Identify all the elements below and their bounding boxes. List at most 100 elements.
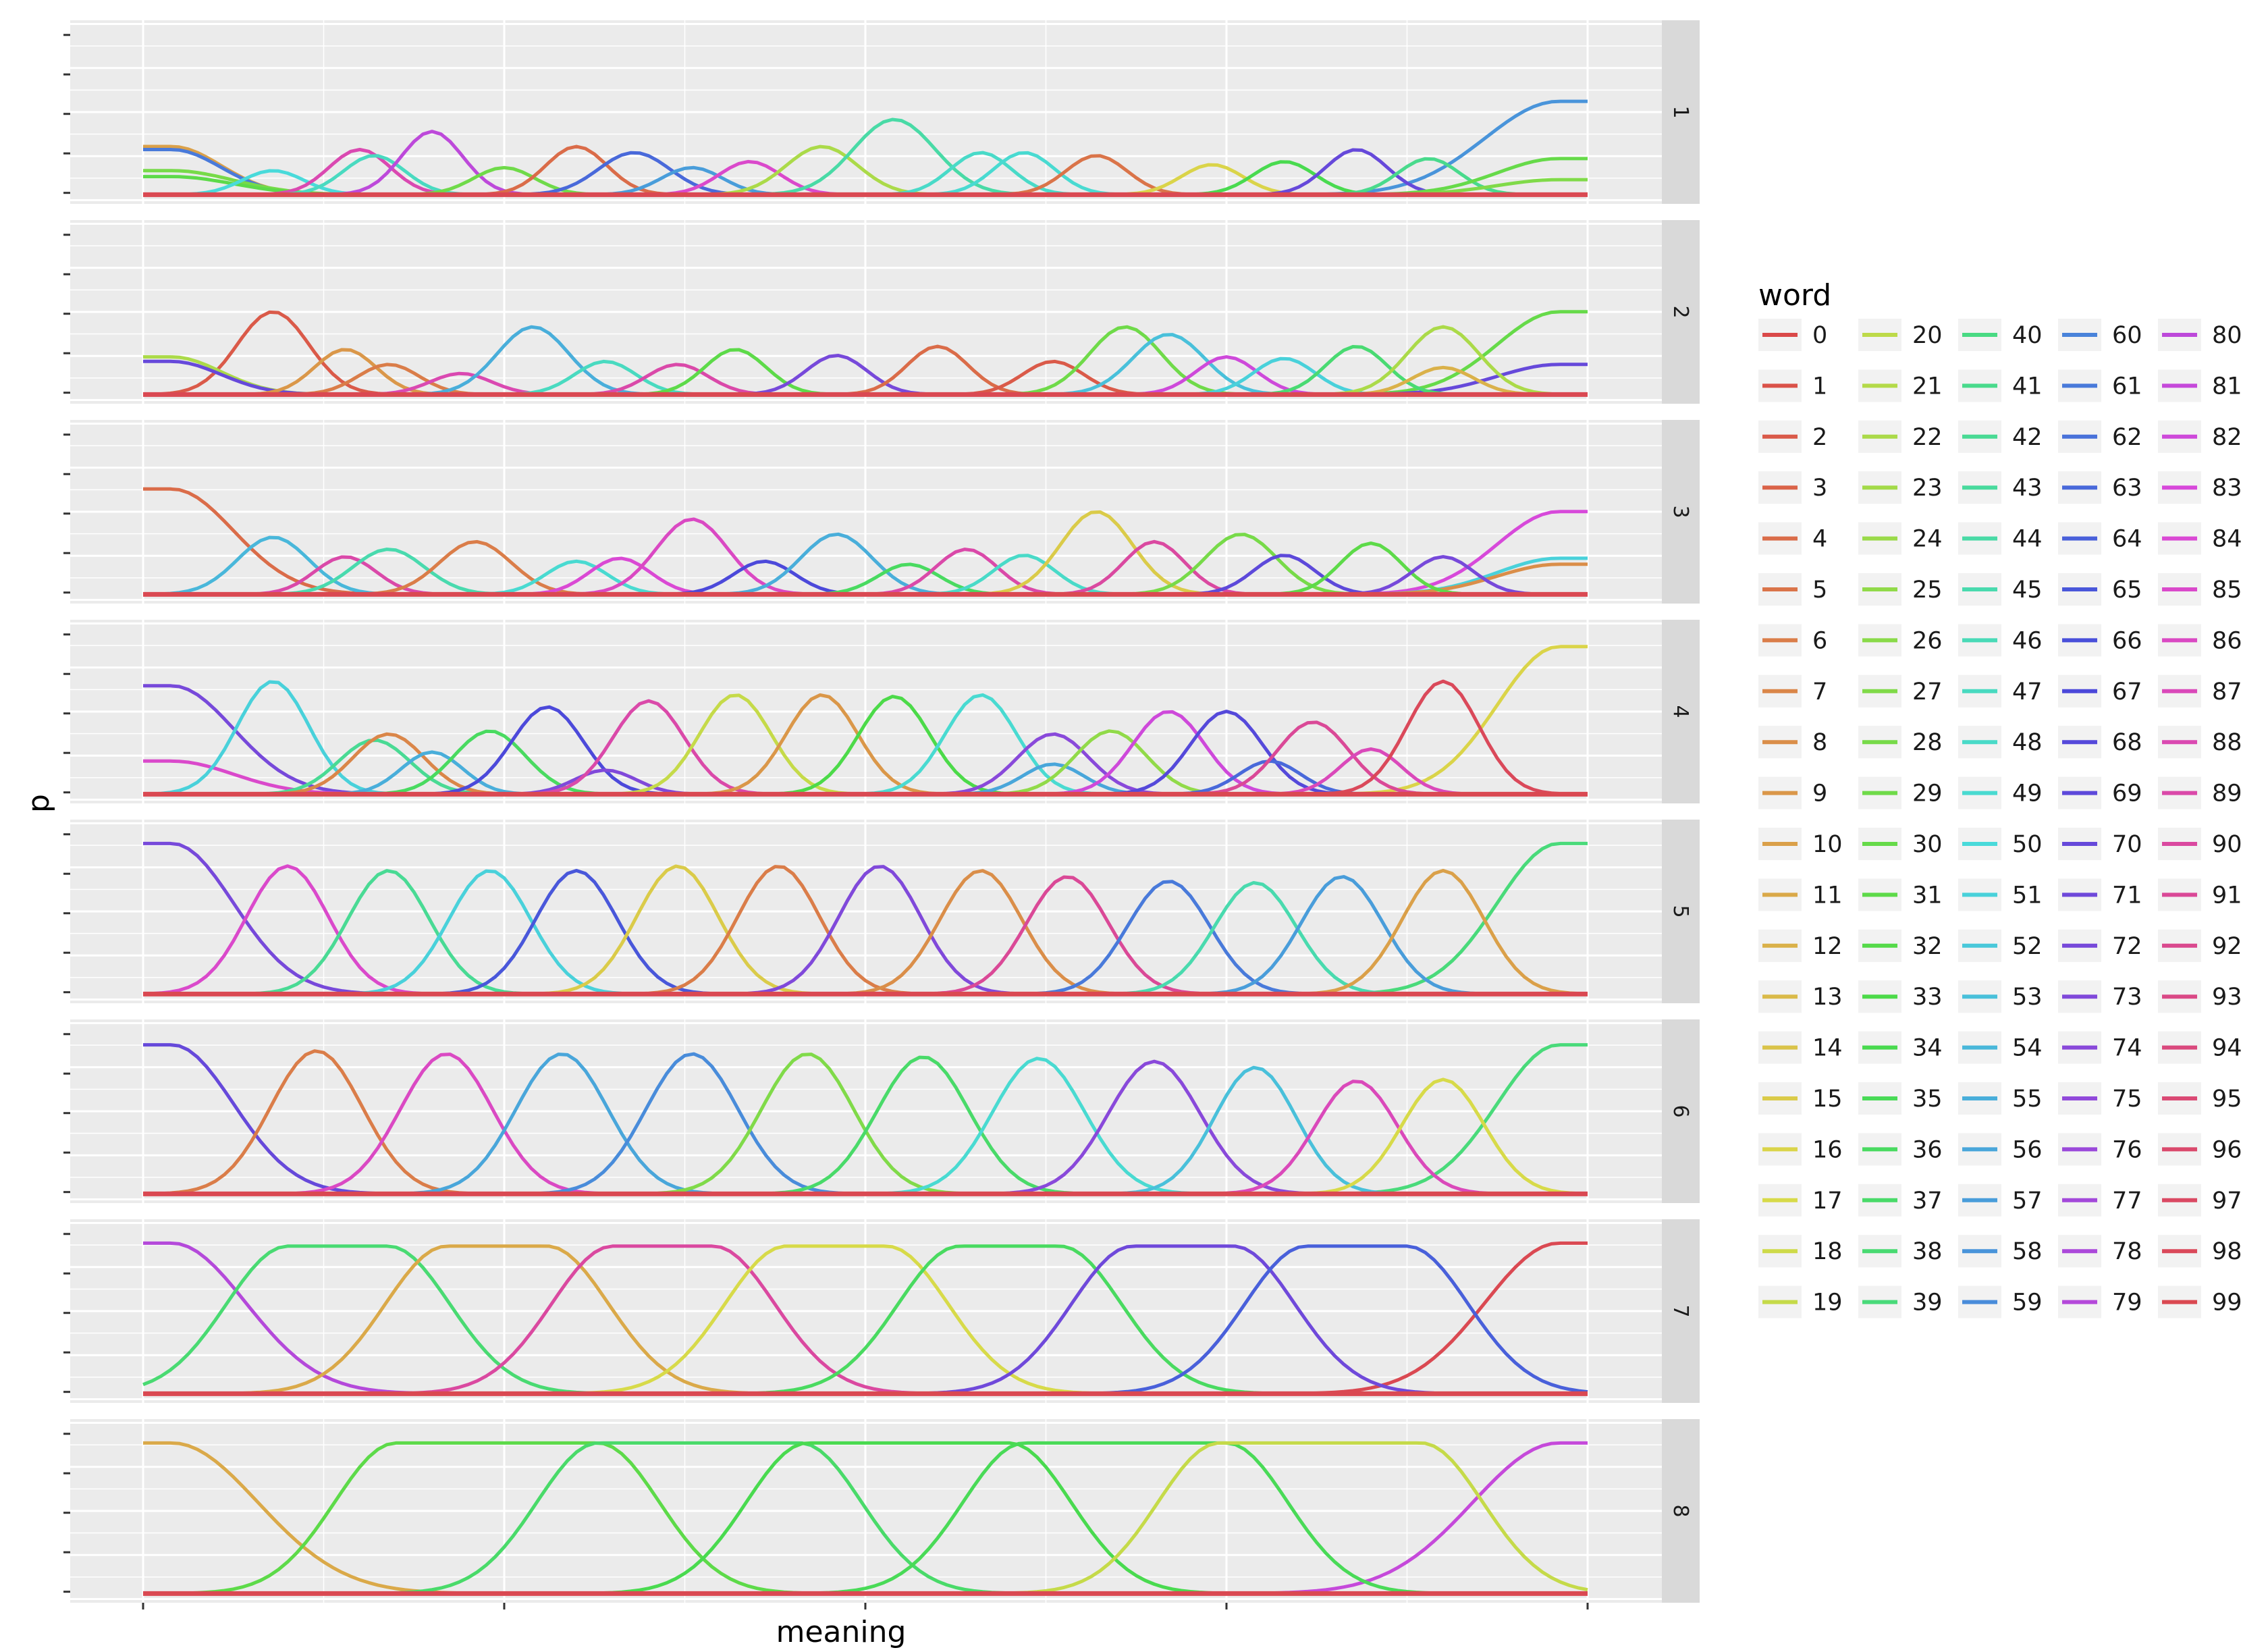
legend-label: 22 bbox=[1912, 424, 1943, 451]
legend-label: 52 bbox=[2012, 933, 2043, 960]
facet-strip bbox=[1662, 1019, 1700, 1203]
legend-label: 62 bbox=[2112, 424, 2142, 451]
legend-label: 66 bbox=[2112, 627, 2142, 654]
legend-label: 55 bbox=[2012, 1086, 2043, 1113]
legend-label: 78 bbox=[2112, 1238, 2142, 1265]
facet-panel-1: 1 bbox=[63, 20, 1700, 204]
legend-label: 13 bbox=[1812, 984, 1843, 1011]
legend-label: 56 bbox=[2012, 1136, 2043, 1163]
facet-strip-label: 1 bbox=[1669, 105, 1692, 118]
legend-label: 41 bbox=[2012, 373, 2043, 400]
legend-label: 0 bbox=[1812, 322, 1827, 349]
legend-label: 23 bbox=[1912, 475, 1943, 502]
legend-label: 31 bbox=[1912, 882, 1943, 909]
legend-label: 86 bbox=[2212, 627, 2242, 654]
legend-label: 47 bbox=[2012, 678, 2043, 706]
facet-strip bbox=[1662, 20, 1700, 204]
legend-label: 81 bbox=[2212, 373, 2242, 400]
legend-label: 21 bbox=[1912, 373, 1943, 400]
facet-panel-3: 3 bbox=[63, 420, 1700, 604]
legend-label: 57 bbox=[2012, 1188, 2043, 1215]
legend-label: 70 bbox=[2112, 831, 2142, 858]
legend-label: 77 bbox=[2112, 1188, 2142, 1215]
legend-label: 24 bbox=[1912, 526, 1943, 553]
legend-label: 90 bbox=[2212, 831, 2242, 858]
legend-label: 44 bbox=[2012, 526, 2043, 553]
legend-label: 85 bbox=[2212, 577, 2242, 604]
legend-label: 10 bbox=[1812, 831, 1843, 858]
legend-label: 91 bbox=[2212, 882, 2242, 909]
legend-label: 20 bbox=[1912, 322, 1943, 349]
legend-label: 64 bbox=[2112, 526, 2142, 553]
facet-strip bbox=[1662, 1219, 1700, 1403]
facet-strip-label: 3 bbox=[1669, 505, 1692, 518]
legend-label: 19 bbox=[1812, 1289, 1843, 1316]
legend-label: 88 bbox=[2212, 729, 2242, 756]
legend-label: 35 bbox=[1912, 1086, 1943, 1113]
legend-label: 30 bbox=[1912, 831, 1943, 858]
legend-label: 6 bbox=[1812, 627, 1827, 654]
legend-label: 71 bbox=[2112, 882, 2142, 909]
facet-panel-2: 2 bbox=[63, 220, 1700, 404]
facet-panel-6: 6 bbox=[63, 1019, 1700, 1203]
legend: word 01234567891011121314151617181920212… bbox=[1758, 278, 2242, 1319]
legend-label: 50 bbox=[2012, 831, 2043, 858]
legend-label: 63 bbox=[2112, 475, 2142, 502]
facet-panel-7: 7 bbox=[63, 1219, 1700, 1403]
legend-label: 42 bbox=[2012, 424, 2043, 451]
legend-label: 36 bbox=[1912, 1136, 1943, 1163]
legend-label: 45 bbox=[2012, 577, 2043, 604]
legend-label: 82 bbox=[2212, 424, 2242, 451]
legend-label: 2 bbox=[1812, 424, 1827, 451]
facet-strip-label: 8 bbox=[1669, 1504, 1692, 1517]
facet-panels: 1 2 3 4 5 6 7 8 bbox=[63, 20, 1700, 1603]
legend-label: 67 bbox=[2112, 678, 2142, 706]
legend-label: 11 bbox=[1812, 882, 1843, 909]
legend-label: 93 bbox=[2212, 984, 2242, 1011]
legend-label: 8 bbox=[1812, 729, 1827, 756]
legend-label: 16 bbox=[1812, 1136, 1843, 1163]
legend-label: 7 bbox=[1812, 678, 1827, 706]
legend-label: 58 bbox=[2012, 1238, 2043, 1265]
legend-label: 96 bbox=[2212, 1136, 2242, 1163]
legend-label: 3 bbox=[1812, 475, 1827, 502]
facet-strip bbox=[1662, 620, 1700, 803]
legend-label: 25 bbox=[1912, 577, 1943, 604]
legend-label: 9 bbox=[1812, 780, 1827, 807]
legend-label: 69 bbox=[2112, 780, 2142, 807]
facet-strip bbox=[1662, 1419, 1700, 1603]
legend-label: 17 bbox=[1812, 1188, 1843, 1215]
legend-label: 92 bbox=[2212, 933, 2242, 960]
legend-label: 51 bbox=[2012, 882, 2043, 909]
legend-label: 87 bbox=[2212, 678, 2242, 706]
legend-label: 40 bbox=[2012, 322, 2043, 349]
legend-label: 95 bbox=[2212, 1086, 2242, 1113]
legend-label: 37 bbox=[1912, 1188, 1943, 1215]
facet-strip-label: 6 bbox=[1669, 1105, 1692, 1117]
legend-label: 79 bbox=[2112, 1289, 2142, 1316]
legend-label: 80 bbox=[2212, 322, 2242, 349]
legend-label: 59 bbox=[2012, 1289, 2043, 1316]
legend-label: 73 bbox=[2112, 984, 2142, 1011]
legend-label: 34 bbox=[1912, 1035, 1943, 1062]
legend-label: 39 bbox=[1912, 1289, 1943, 1316]
x-axis-title: meaning bbox=[776, 1615, 907, 1649]
legend-label: 12 bbox=[1812, 933, 1843, 960]
facet-strip bbox=[1662, 820, 1700, 1003]
legend-label: 61 bbox=[2112, 373, 2142, 400]
legend-label: 97 bbox=[2212, 1188, 2242, 1215]
legend-label: 76 bbox=[2112, 1136, 2142, 1163]
legend-title: word bbox=[1758, 278, 1831, 313]
legend-label: 83 bbox=[2212, 475, 2242, 502]
legend-label: 99 bbox=[2212, 1289, 2242, 1316]
legend-label: 26 bbox=[1912, 627, 1943, 654]
legend-label: 98 bbox=[2212, 1238, 2242, 1265]
legend-label: 43 bbox=[2012, 475, 2043, 502]
legend-label: 46 bbox=[2012, 627, 2043, 654]
legend-label: 15 bbox=[1812, 1086, 1843, 1113]
legend-label: 84 bbox=[2212, 526, 2242, 553]
legend-label: 1 bbox=[1812, 373, 1827, 400]
legend-label: 60 bbox=[2112, 322, 2142, 349]
legend-label: 94 bbox=[2212, 1035, 2242, 1062]
